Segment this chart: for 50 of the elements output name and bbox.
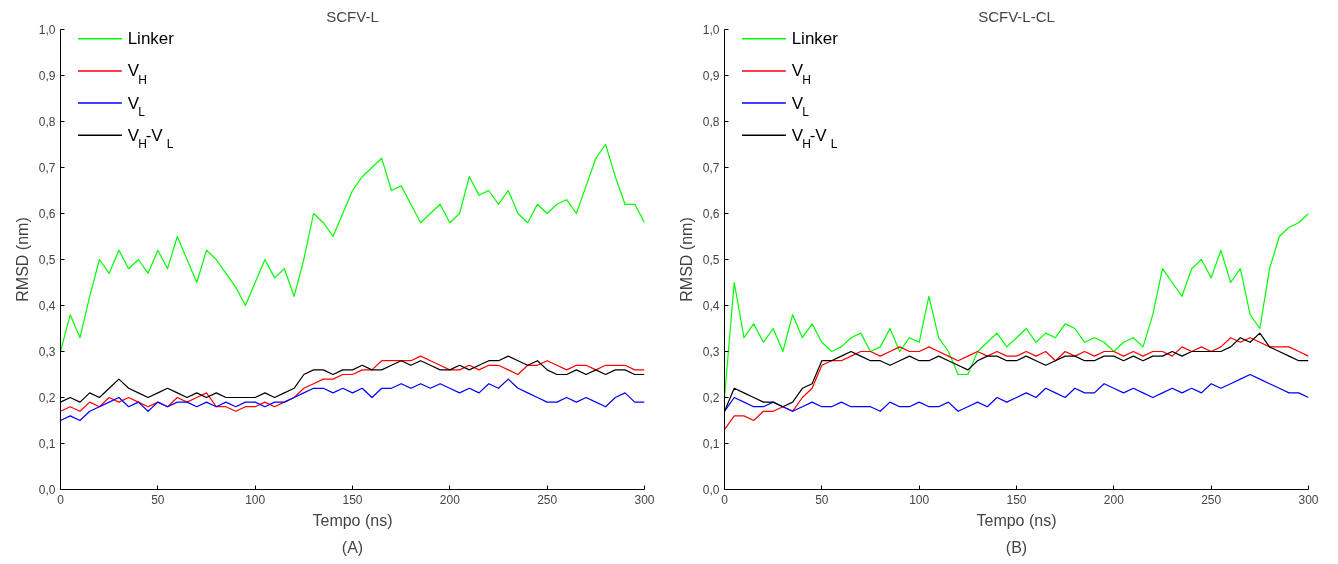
y-tick-label: 0,6 bbox=[38, 207, 56, 221]
y-tick-label: 0,5 bbox=[702, 253, 720, 267]
line-series bbox=[724, 337, 1309, 431]
y-tick-label: 0,7 bbox=[702, 161, 720, 175]
x-tick-label: 100 bbox=[909, 492, 930, 507]
line-series bbox=[60, 355, 645, 412]
y-tick-label: 0,9 bbox=[702, 69, 720, 83]
x-axis-title: Tempo (ns) bbox=[976, 511, 1057, 529]
x-tick-label: 250 bbox=[1201, 492, 1222, 507]
x-tick-label: 100 bbox=[245, 492, 266, 507]
y-tick-label: 0,9 bbox=[38, 69, 56, 83]
chart-title: SCFV-L bbox=[326, 7, 379, 25]
y-tick-label: 0,3 bbox=[38, 345, 56, 359]
y-tick-label: 0,0 bbox=[702, 483, 720, 497]
y-tick-label: 0,1 bbox=[38, 437, 56, 451]
x-tick-label: 50 bbox=[815, 492, 829, 507]
x-tick-label: 300 bbox=[1298, 492, 1319, 507]
x-axis-title: Tempo (ns) bbox=[312, 511, 393, 529]
y-tick-label: 0,7 bbox=[38, 161, 56, 175]
y-tick-label: 0,4 bbox=[38, 299, 56, 313]
legend-label: Linker bbox=[127, 29, 175, 49]
line-series bbox=[724, 373, 1309, 412]
y-tick-label: 0,8 bbox=[702, 115, 720, 129]
y-tick-label: 0,5 bbox=[38, 253, 56, 267]
x-tick-label: 150 bbox=[1006, 492, 1027, 507]
x-tick-label: 0 bbox=[57, 492, 65, 507]
y-tick-label: 0,2 bbox=[38, 391, 56, 405]
chart-title: SCFV-L-CL bbox=[978, 7, 1055, 25]
y-tick-label: 0,8 bbox=[38, 115, 56, 129]
y-tick-label: 0,1 bbox=[702, 437, 720, 451]
y-tick-label: 0,6 bbox=[702, 207, 720, 221]
y-tick-label: 0,3 bbox=[702, 345, 720, 359]
y-axis-title: RMSD (nm) bbox=[13, 217, 31, 302]
x-tick-label: 250 bbox=[537, 492, 558, 507]
y-tick-label: 1,0 bbox=[702, 23, 720, 37]
y-tick-label: 0,4 bbox=[702, 299, 720, 313]
y-tick-label: 1,0 bbox=[38, 23, 56, 37]
x-tick-label: 0 bbox=[721, 492, 729, 507]
text: (B) bbox=[1005, 538, 1028, 556]
x-tick-label: 200 bbox=[439, 492, 461, 507]
x-tick-label: 50 bbox=[151, 492, 165, 507]
x-tick-label: 300 bbox=[634, 492, 655, 507]
y-tick-label: 0,2 bbox=[702, 391, 720, 405]
text: (A) bbox=[341, 538, 364, 556]
y-tick-label: 0,0 bbox=[38, 483, 56, 497]
x-tick-label: 200 bbox=[1103, 492, 1125, 507]
legend-label: Linker bbox=[791, 29, 839, 49]
y-axis-title: RMSD (nm) bbox=[677, 217, 695, 302]
x-tick-label: 150 bbox=[342, 492, 363, 507]
line-series bbox=[60, 378, 645, 422]
